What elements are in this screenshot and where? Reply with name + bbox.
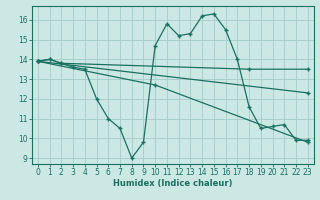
X-axis label: Humidex (Indice chaleur): Humidex (Indice chaleur) — [113, 179, 233, 188]
